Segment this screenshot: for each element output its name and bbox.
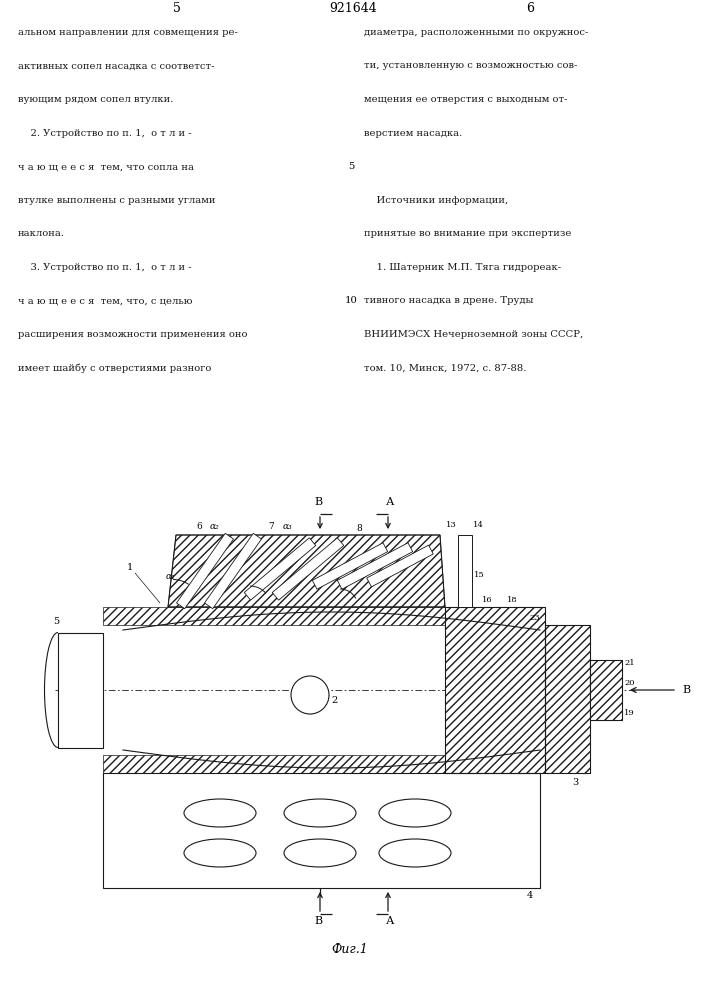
- Text: α₁: α₁: [166, 572, 176, 581]
- Text: 23: 23: [530, 614, 540, 622]
- Text: α₃: α₃: [283, 522, 293, 531]
- Bar: [445, 607, 545, 773]
- Polygon shape: [244, 538, 316, 600]
- Text: 1: 1: [127, 563, 133, 572]
- Bar: [103, 625, 533, 755]
- Text: В: В: [314, 497, 322, 507]
- Bar: [590, 660, 622, 720]
- Text: тивного насадка в дрене. Труды: тивного насадка в дрене. Труды: [364, 296, 534, 305]
- Text: 7: 7: [268, 522, 274, 531]
- Text: В: В: [682, 685, 690, 695]
- Text: принятые во внимание при экспертизе: принятые во внимание при экспертизе: [364, 229, 571, 238]
- Bar: [445, 607, 545, 773]
- Text: ч а ю щ е е с я  тем, что сопла на: ч а ю щ е е с я тем, что сопла на: [18, 162, 194, 171]
- Text: наклона.: наклона.: [18, 229, 64, 238]
- Text: том. 10, Минск, 1972, с. 87-88.: том. 10, Минск, 1972, с. 87-88.: [364, 363, 527, 372]
- Text: 6: 6: [196, 522, 201, 531]
- Circle shape: [291, 676, 329, 714]
- Bar: [103, 773, 540, 888]
- Text: 13: 13: [446, 521, 457, 529]
- Polygon shape: [337, 543, 413, 589]
- Bar: [103, 607, 533, 625]
- Text: 6: 6: [526, 2, 534, 15]
- Ellipse shape: [379, 839, 451, 867]
- Ellipse shape: [184, 799, 256, 827]
- Text: α₂: α₂: [210, 522, 220, 531]
- Text: втулке выполнены с разными углами: втулке выполнены с разными углами: [18, 196, 215, 205]
- Text: 3: 3: [572, 778, 578, 787]
- Polygon shape: [168, 535, 445, 607]
- Bar: [590, 660, 622, 720]
- Bar: [545, 625, 590, 773]
- Ellipse shape: [379, 799, 451, 827]
- Polygon shape: [367, 545, 433, 587]
- Text: 921644: 921644: [329, 2, 378, 15]
- Text: 19: 19: [624, 709, 635, 717]
- Ellipse shape: [184, 839, 256, 867]
- Ellipse shape: [284, 839, 356, 867]
- Text: 20: 20: [624, 679, 634, 687]
- Text: 3. Устройство по п. 1,  о т л и -: 3. Устройство по п. 1, о т л и -: [18, 263, 192, 272]
- Text: 16: 16: [481, 596, 492, 604]
- Text: альном направлении для совмещения ре-: альном направлении для совмещения ре-: [18, 28, 238, 37]
- Text: 5: 5: [53, 617, 59, 626]
- Text: 15: 15: [474, 571, 485, 579]
- Polygon shape: [312, 543, 387, 589]
- Text: 10: 10: [345, 296, 358, 305]
- Text: 4: 4: [527, 891, 533, 900]
- Polygon shape: [272, 538, 344, 600]
- Text: ч а ю щ е е с я  тем, что, с целью: ч а ю щ е е с я тем, что, с целью: [18, 296, 192, 305]
- Polygon shape: [204, 533, 262, 609]
- Text: 18: 18: [507, 596, 518, 604]
- Text: 21: 21: [624, 659, 635, 667]
- Text: В: В: [314, 916, 322, 926]
- Text: ВНИИМЭСХ Нечерноземной зоны СССР,: ВНИИМЭСХ Нечерноземной зоны СССР,: [364, 330, 583, 339]
- Text: 5: 5: [173, 2, 181, 15]
- Text: ти, установленную с возможностью сов-: ти, установленную с возможностью сов-: [364, 61, 578, 70]
- Text: 8: 8: [356, 524, 362, 533]
- Text: расширения возможности применения оно: расширения возможности применения оно: [18, 330, 247, 339]
- Bar: [458, 535, 472, 607]
- Ellipse shape: [284, 799, 356, 827]
- Text: 14: 14: [473, 521, 484, 529]
- Text: активных сопел насадка с соответст-: активных сопел насадка с соответст-: [18, 61, 214, 70]
- Polygon shape: [177, 533, 233, 609]
- Bar: [545, 625, 590, 773]
- Text: имеет шайбу с отверстиями разного: имеет шайбу с отверстиями разного: [18, 363, 211, 373]
- Text: 2. Устройство по п. 1,  о т л и -: 2. Устройство по п. 1, о т л и -: [18, 129, 192, 138]
- Text: вующим рядом сопел втулки.: вующим рядом сопел втулки.: [18, 95, 173, 104]
- Text: Источники информации,: Источники информации,: [364, 196, 508, 205]
- Polygon shape: [58, 633, 103, 748]
- Text: А: А: [386, 916, 395, 926]
- Bar: [103, 755, 533, 773]
- Text: А: А: [386, 497, 395, 507]
- Text: диаметра, расположенными по окружнос-: диаметра, расположенными по окружнос-: [364, 28, 588, 37]
- Text: 1. Шатерник М.П. Тяга гидрореак-: 1. Шатерник М.П. Тяга гидрореак-: [364, 263, 561, 272]
- Text: 5: 5: [348, 162, 355, 171]
- Text: 2: 2: [331, 696, 337, 705]
- Text: Фиг.1: Фиг.1: [332, 943, 368, 956]
- Text: мещения ее отверстия с выходным от-: мещения ее отверстия с выходным от-: [364, 95, 568, 104]
- Text: верстием насадка.: верстием насадка.: [364, 129, 462, 138]
